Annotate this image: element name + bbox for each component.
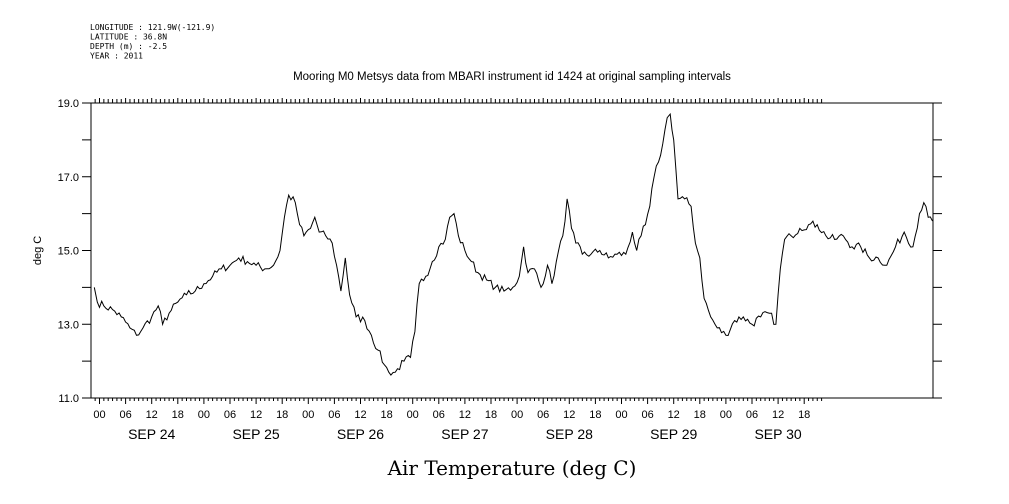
x-hour-label: 18: [172, 409, 184, 421]
x-hour-label: 12: [146, 409, 158, 421]
x-hour-label: 06: [224, 409, 236, 421]
x-hour-label: 00: [93, 409, 105, 421]
x-hour-label: 06: [537, 409, 549, 421]
x-hour-label: 18: [694, 409, 706, 421]
y-tick-label: 11.0: [58, 393, 79, 405]
x-hour-label: 12: [354, 409, 366, 421]
x-date-label: SEP 24: [128, 426, 175, 442]
x-axis-label: Air Temperature (deg C): [387, 456, 637, 480]
metadata-block: LONGITUDE : 121.9W(-121.9)LATITUDE : 36.…: [90, 23, 215, 61]
x-hour-label: 12: [563, 409, 575, 421]
y-tick-labels: 11.0 13.0 15.0 17.0 19.0: [58, 98, 79, 405]
x-hour-label: 00: [615, 409, 627, 421]
x-date-label: SEP 27: [441, 426, 488, 442]
x-hour-label: 00: [407, 409, 419, 421]
chart-title: Mooring M0 Metsys data from MBARI instru…: [293, 71, 731, 83]
metadata-line: DEPTH (m) : -2.5: [90, 42, 167, 51]
series-line-air-temperature: [93, 112, 933, 376]
y-axis-label: deg C: [32, 236, 44, 265]
x-hour-label: 12: [772, 409, 784, 421]
x-hour-label: 18: [589, 409, 601, 421]
metadata-line: YEAR : 2011: [90, 52, 143, 61]
x-hour-label: 00: [302, 409, 314, 421]
y-tick-label: 19.0: [58, 98, 79, 110]
x-hour-label: 06: [328, 409, 340, 421]
x-hour-label: 18: [485, 409, 497, 421]
metadata-line: LATITUDE : 36.8N: [90, 33, 167, 42]
metadata-line: LONGITUDE : 121.9W(-121.9): [90, 23, 215, 32]
x-hour-label: 12: [668, 409, 680, 421]
x-date-label: SEP 28: [546, 426, 593, 442]
x-hour-label: 06: [433, 409, 445, 421]
axis-ticks: [82, 98, 942, 404]
x-hour-label: 00: [720, 409, 732, 421]
x-hour-label: 00: [198, 409, 210, 421]
x-date-label: SEP 30: [754, 426, 801, 442]
y-tick-label: 15.0: [58, 246, 79, 258]
x-date-label: SEP 25: [232, 426, 279, 442]
x-hour-label: 18: [380, 409, 392, 421]
x-hour-tick-labels: 00 06 12 18 00 06 12 18 00 06 12 18 00 06 12 18 00 06 12 18…: [93, 409, 810, 421]
x-date-label: SEP 29: [650, 426, 697, 442]
x-hour-label: 06: [746, 409, 758, 421]
x-hour-label: 12: [459, 409, 471, 421]
x-hour-label: 18: [276, 409, 288, 421]
x-hour-label: 06: [119, 409, 131, 421]
x-date-labels: SEP 24 SEP 25 SEP 26 SEP 27 SEP 28 SEP 29 SEP …: [128, 426, 802, 442]
y-tick-label: 17.0: [58, 172, 79, 184]
x-hour-label: 06: [641, 409, 653, 421]
x-hour-label: 00: [511, 409, 523, 421]
plot-frame: [90, 102, 934, 399]
x-hour-label: 18: [798, 409, 810, 421]
y-tick-label: 13.0: [58, 319, 79, 331]
x-hour-label: 12: [250, 409, 262, 421]
x-date-label: SEP 26: [337, 426, 384, 442]
